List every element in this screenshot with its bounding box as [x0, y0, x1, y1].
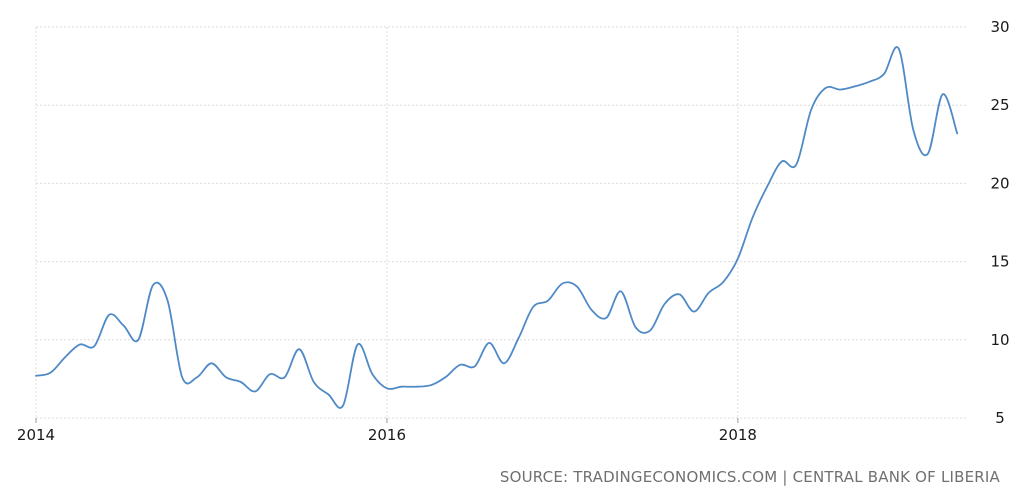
- series-line: [35, 46, 959, 409]
- y-tick-label: 20: [990, 174, 1009, 192]
- y-tick-label: 10: [990, 331, 1009, 349]
- y-tick-label: 5: [995, 409, 1005, 427]
- y-tick-label: 15: [990, 253, 1009, 271]
- chart-series: [35, 46, 959, 409]
- x-tick-label: 2014: [17, 426, 55, 444]
- chart-tick-labels: 5 10 15 20 25 30 2014 2016 2018: [17, 18, 1010, 444]
- y-tick-label: 30: [990, 18, 1009, 36]
- source-caption: SOURCE: TRADINGECONOMICS.COM | CENTRAL B…: [499, 468, 1000, 486]
- x-tick-label: 2016: [368, 426, 406, 444]
- y-tick-label: 25: [990, 96, 1009, 114]
- chart-grid: [35, 26, 966, 423]
- x-tick-label: 2018: [719, 426, 757, 444]
